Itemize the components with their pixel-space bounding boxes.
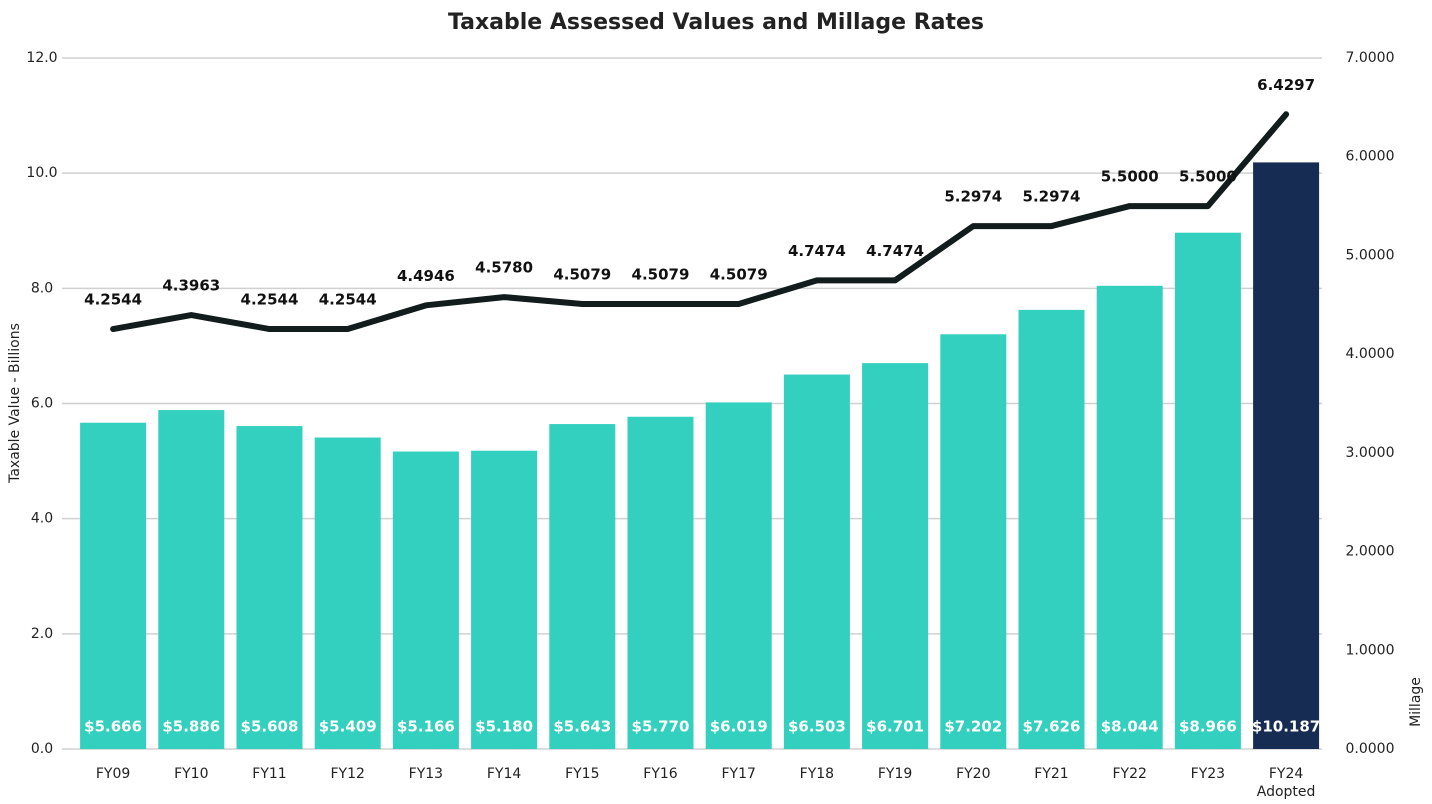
x-tick-label: FY24 Adopted	[1256, 766, 1316, 800]
x-tick-label: FY20	[956, 766, 991, 782]
x-tick-label: FY21	[1034, 766, 1069, 782]
bar-value-label: $5.666	[84, 718, 142, 736]
y2-axis-title: Millage	[1408, 677, 1424, 727]
chart-title: Taxable Assessed Values and Millage Rate…	[448, 10, 984, 35]
x-tick-label: FY16	[643, 766, 678, 782]
bar	[783, 374, 850, 749]
bar	[158, 410, 225, 749]
line-value-label: 6.4297	[1257, 76, 1315, 94]
y2-tick-label: 5.0000	[1346, 247, 1395, 263]
bar-value-label: $6.503	[788, 718, 846, 736]
bar-value-label: $5.166	[397, 718, 455, 736]
bar	[80, 422, 147, 749]
bar	[392, 451, 459, 749]
x-tick-label: FY22	[1112, 766, 1147, 782]
bar	[314, 437, 381, 749]
line-value-label: 4.2544	[319, 291, 377, 309]
bar-value-label: $7.626	[1023, 718, 1081, 736]
y-tick-label: 12.0	[26, 50, 57, 66]
y-tick-label: 8.0	[31, 280, 53, 296]
y2-tick-label: 3.0000	[1346, 445, 1395, 461]
bar-value-label: $6.019	[710, 718, 768, 736]
y-tick-label: 0.0	[31, 741, 53, 757]
line-value-label: 4.2544	[84, 291, 142, 309]
line-value-label: 4.3963	[162, 277, 220, 295]
y2-tick-label: 7.0000	[1346, 50, 1395, 66]
y2-tick-label: 2.0000	[1346, 544, 1395, 560]
bar-value-label: $8.044	[1101, 718, 1159, 736]
bar	[627, 416, 694, 749]
bar	[1096, 285, 1163, 749]
y-tick-label: 10.0	[26, 165, 57, 181]
bar-value-label: $5.643	[553, 718, 611, 736]
x-tick-label: FY09	[95, 766, 131, 782]
line-value-label: 5.2974	[944, 188, 1002, 206]
line-value-label: 4.7474	[866, 242, 924, 260]
x-tick-label: FY23	[1190, 766, 1226, 782]
line-value-label: 5.5000	[1179, 168, 1237, 186]
bar-value-label: $10.187	[1252, 718, 1320, 736]
bar	[862, 363, 929, 749]
bar	[471, 450, 538, 749]
bar-value-label: $5.180	[475, 718, 533, 736]
y2-tick-label: 1.0000	[1346, 642, 1395, 658]
y-tick-label: 6.0	[31, 396, 53, 412]
bar-value-label: $8.966	[1179, 718, 1237, 736]
line-value-label: 4.7474	[788, 242, 846, 260]
bar-value-label: $5.770	[632, 718, 690, 736]
x-tick-label: FY11	[252, 766, 287, 782]
bar	[1174, 232, 1241, 750]
line-value-label: 4.4946	[397, 267, 455, 285]
x-tick-label: FY19	[877, 766, 913, 782]
line-value-label: 4.5079	[632, 266, 690, 284]
y2-tick-label: 6.0000	[1346, 149, 1395, 165]
x-tick-label: FY15	[565, 766, 600, 782]
bar-value-label: $5.608	[241, 718, 299, 736]
line-value-label: 4.5079	[553, 266, 611, 284]
bar-value-label: $5.409	[319, 718, 377, 736]
x-tick-label: FY18	[799, 766, 835, 782]
line-value-label: 5.5000	[1101, 168, 1159, 186]
bar-value-label: $5.886	[162, 718, 220, 736]
x-tick-label: FY13	[408, 766, 444, 782]
x-tick-label: FY17	[721, 766, 756, 782]
line-value-label: 4.2544	[241, 291, 299, 309]
bar	[236, 426, 303, 749]
bar	[549, 424, 616, 749]
bar	[1018, 309, 1085, 749]
line-value-label: 5.2974	[1023, 188, 1081, 206]
bar	[705, 402, 772, 749]
y-tick-label: 2.0	[31, 626, 53, 642]
x-tick-label: FY14	[486, 766, 522, 782]
x-tick-label: FY12	[330, 766, 365, 782]
y2-tick-label: 4.0000	[1346, 346, 1395, 362]
bar	[940, 334, 1007, 749]
y-tick-label: 4.0	[31, 511, 53, 527]
bar-value-label: $6.701	[866, 718, 924, 736]
line-value-label: 4.5079	[710, 266, 768, 284]
x-tick-label: FY10	[174, 766, 209, 782]
bar	[1253, 162, 1320, 750]
bar-value-label: $7.202	[944, 718, 1002, 736]
y-axis-title: Taxable Value - Billions	[7, 323, 23, 484]
y2-tick-label: 0.0000	[1346, 741, 1395, 757]
line	[110, 111, 1290, 333]
line-value-label: 4.5780	[475, 259, 533, 277]
